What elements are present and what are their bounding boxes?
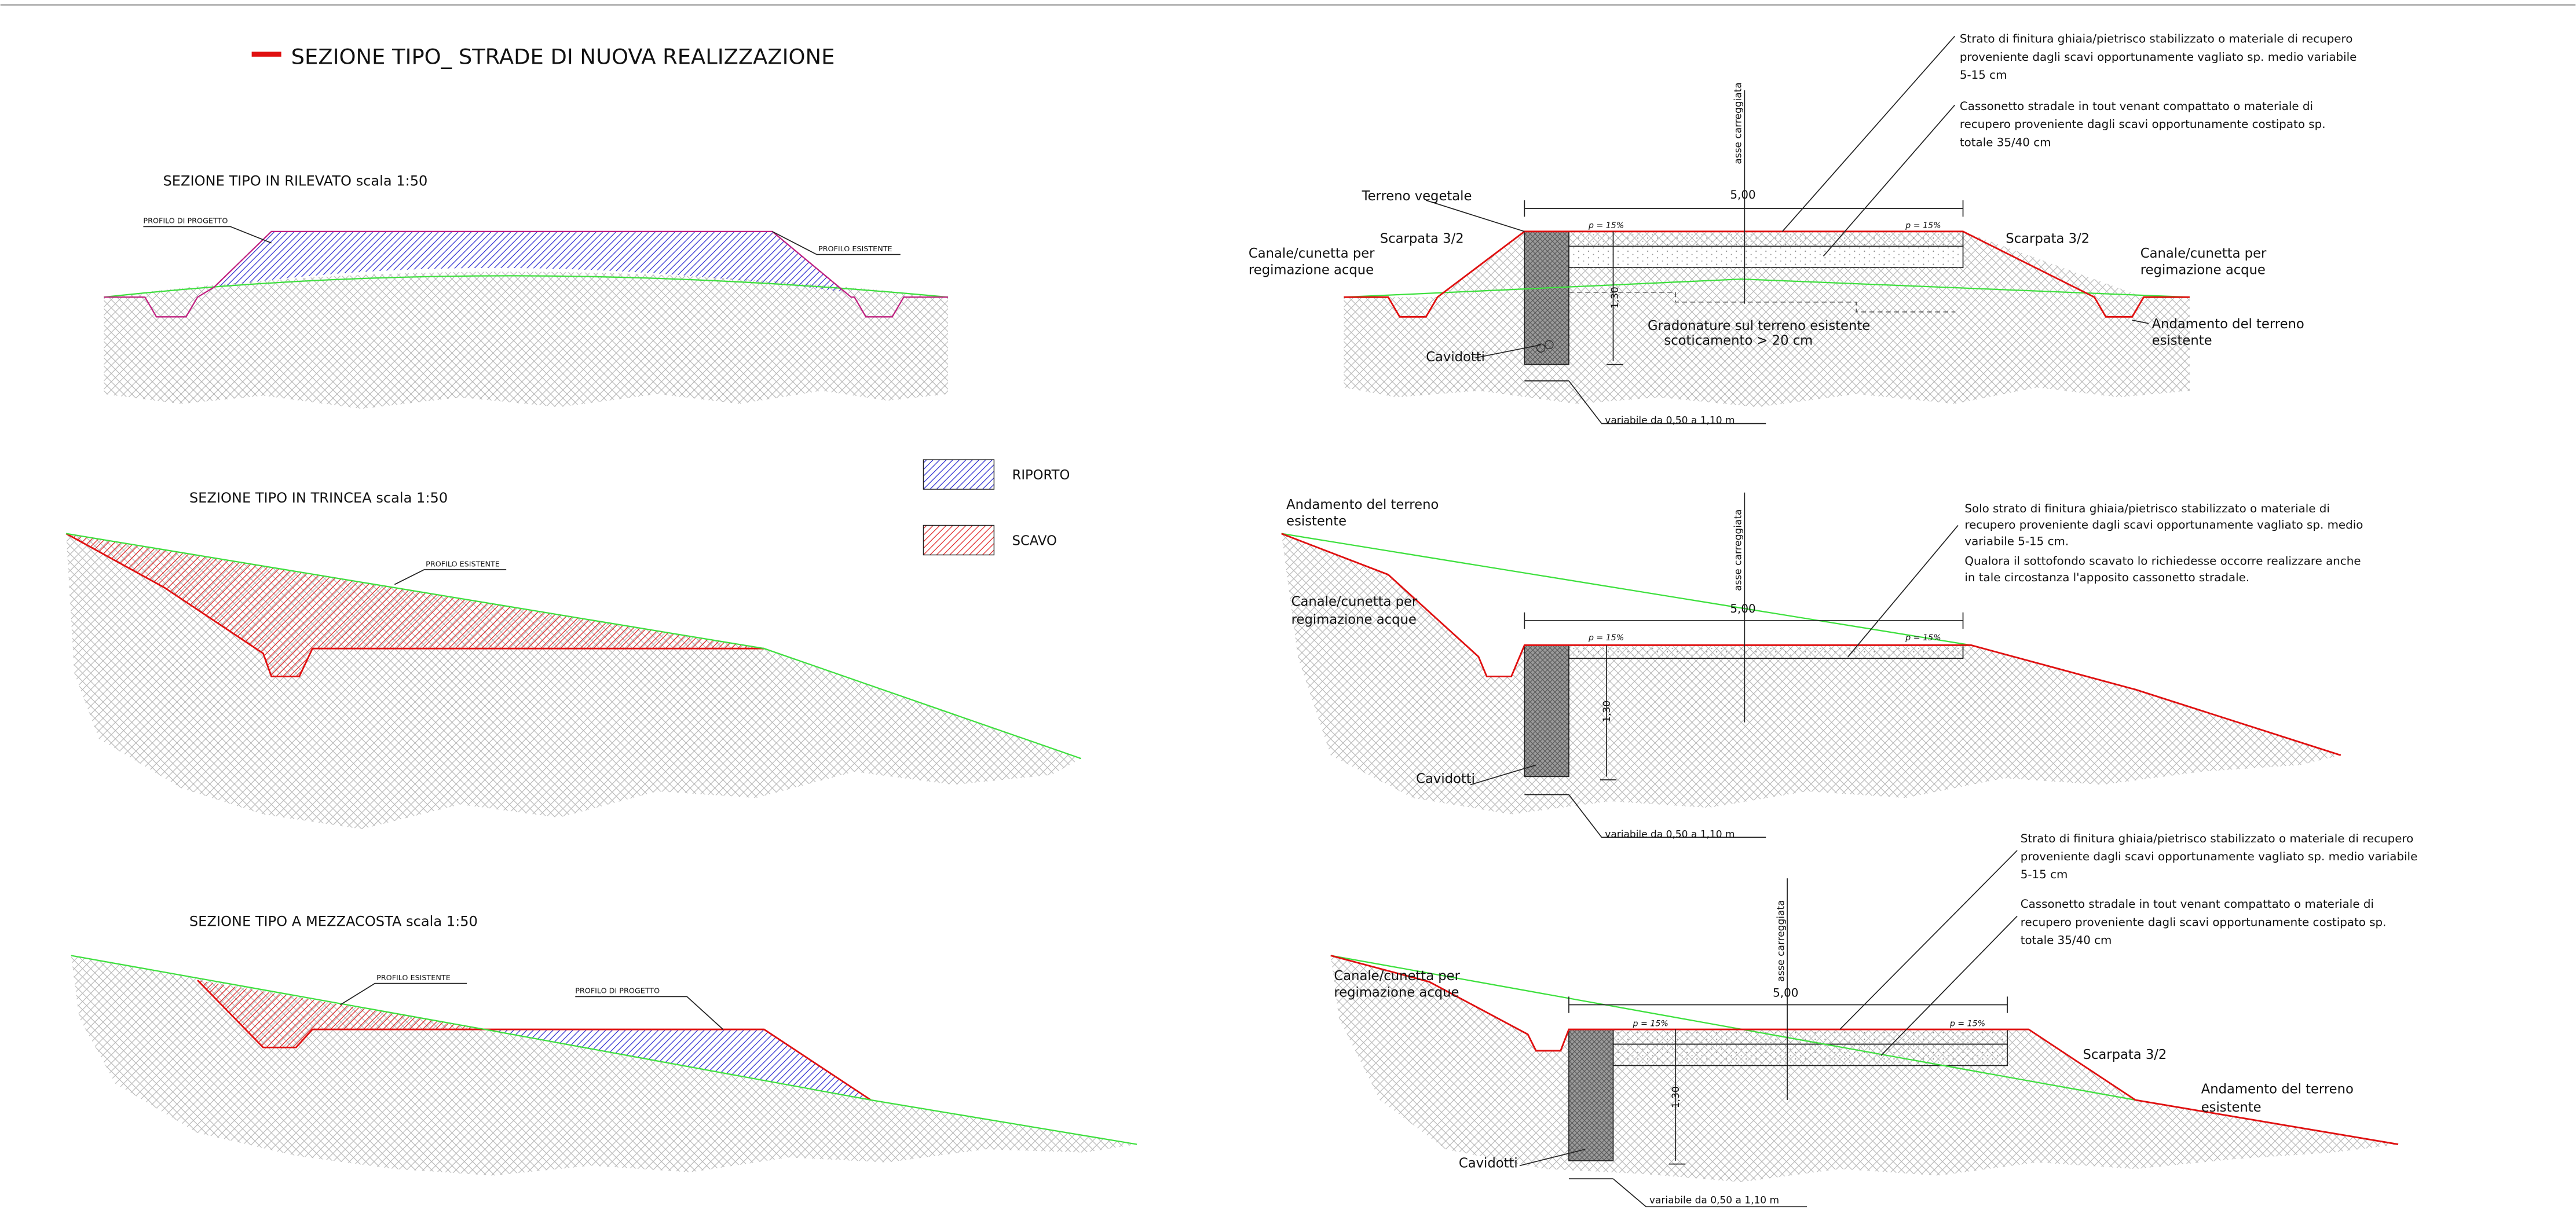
label: Cavidotti (1416, 772, 1475, 787)
label: regimazione acque (1334, 985, 1459, 1000)
label: 5,00 (1730, 602, 1755, 615)
section-right-1 (1344, 35, 2190, 424)
label: PROFILO DI PROGETTO (143, 217, 228, 226)
label: 1,30 (1609, 287, 1621, 309)
label: variabile 5-15 cm. (1964, 534, 2069, 548)
label: Canale/cunetta per (1334, 969, 1460, 984)
label: p = 15% (1633, 1019, 1668, 1028)
label: 1,30 (1670, 1086, 1682, 1108)
label: scoticamento > 20 cm (1664, 333, 1813, 349)
label: Cavidotti (1459, 1156, 1518, 1171)
label: in tale circostanza l'apposito cassonett… (1964, 571, 2249, 584)
label: Scarpata 3/2 (2006, 232, 2090, 247)
label: Scarpata 3/2 (1380, 232, 1464, 247)
label: PROFILO ESISTENTE (818, 245, 892, 254)
label: Canale/cunetta per (1249, 246, 1375, 261)
legend-swatch-riporto (923, 459, 995, 490)
label: 5-15 cm (1960, 68, 2007, 82)
label: 5,00 (1773, 986, 1798, 999)
section-title: SEZIONE TIPO A MEZZACOSTA scala 1:50 (189, 913, 478, 929)
label: variabile da 0,50 a 1,10 m (1649, 1195, 1779, 1207)
label: totale 35/40 cm (2021, 934, 2112, 947)
label: 5-15 cm (2021, 868, 2068, 881)
section-trincea (65, 533, 1082, 830)
label: 1,30 (1601, 701, 1613, 723)
label: PROFILO ESISTENTE (376, 974, 451, 982)
label: Strato di finitura ghiaia/pietrisco stab… (2021, 832, 2414, 845)
section-right-2 (1281, 492, 2341, 838)
label: esistente (1286, 514, 1346, 529)
label: proveniente dagli scavi opportunamente v… (1960, 50, 2357, 64)
label: 5,00 (1730, 188, 1755, 201)
section-right-3 (1330, 850, 2399, 1208)
label: Terreno vegetale (1362, 189, 1472, 204)
label: p = 15% (1588, 633, 1624, 643)
label: regimazione acque (1249, 263, 1374, 278)
label: variabile da 0,50 a 1,10 m (1605, 415, 1735, 427)
label: asse carreggiata (1775, 900, 1787, 981)
label: recupero proveniente dagli scavi opportu… (2021, 915, 2387, 929)
label: p = 15% (1949, 1019, 1985, 1028)
section-rilevato (104, 226, 949, 409)
section-title: SEZIONE TIPO IN TRINCEA scala 1:50 (189, 490, 448, 506)
label: p = 15% (1588, 221, 1624, 230)
label: variabile da 0,50 a 1,10 m (1605, 828, 1735, 840)
label: esistente (2201, 1100, 2262, 1115)
label: Solo strato di finitura ghiaia/pietrisco… (1964, 502, 2330, 515)
label: Andamento del terreno (2152, 317, 2304, 332)
label: Andamento del terreno (1286, 497, 1439, 512)
label: Canale/cunetta per (2140, 246, 2267, 261)
label: Andamento del terreno (2201, 1082, 2354, 1097)
legend-swatch-scavo (923, 525, 995, 556)
label: PROFILO DI PROGETTO (575, 987, 660, 996)
label: asse carreggiata (1733, 509, 1744, 591)
legend-label: SCAVO (1012, 533, 1057, 548)
label: Qualora il sottofondo scavato lo richied… (1964, 555, 2361, 568)
page-title: SEZIONE TIPO_ STRADE DI NUOVA REALIZZAZI… (291, 45, 835, 69)
label: esistente (2152, 333, 2212, 349)
label: Canale/cunetta per (1291, 594, 1418, 609)
label: p = 15% (1905, 633, 1941, 643)
label: Strato di finitura ghiaia/pietrisco stab… (1960, 32, 2353, 46)
label: Gradonature sul terreno esistente (1648, 318, 1870, 333)
label: regimazione acque (1291, 613, 1417, 628)
legend-label: RIPORTO (1012, 468, 1070, 483)
section-mezzacosta (71, 955, 1137, 1176)
label: Cassonetto stradale in tout venant compa… (2021, 897, 2374, 911)
label: p = 15% (1905, 221, 1941, 230)
label: Cavidotti (1426, 350, 1485, 365)
label: recupero proveniente dagli scavi opportu… (1960, 118, 2326, 131)
label: Scarpata 3/2 (2083, 1047, 2167, 1062)
label: PROFILO ESISTENTE (426, 560, 500, 569)
label: proveniente dagli scavi opportunamente v… (2021, 850, 2418, 863)
section-title: SEZIONE TIPO IN RILEVATO scala 1:50 (163, 173, 427, 189)
label: recupero proveniente dagli scavi opportu… (1964, 518, 2363, 531)
label: totale 35/40 cm (1960, 135, 2051, 149)
label: Cassonetto stradale in tout venant compa… (1960, 100, 2313, 113)
label: regimazione acque (2140, 263, 2266, 278)
label: asse carreggiata (1733, 82, 1744, 164)
